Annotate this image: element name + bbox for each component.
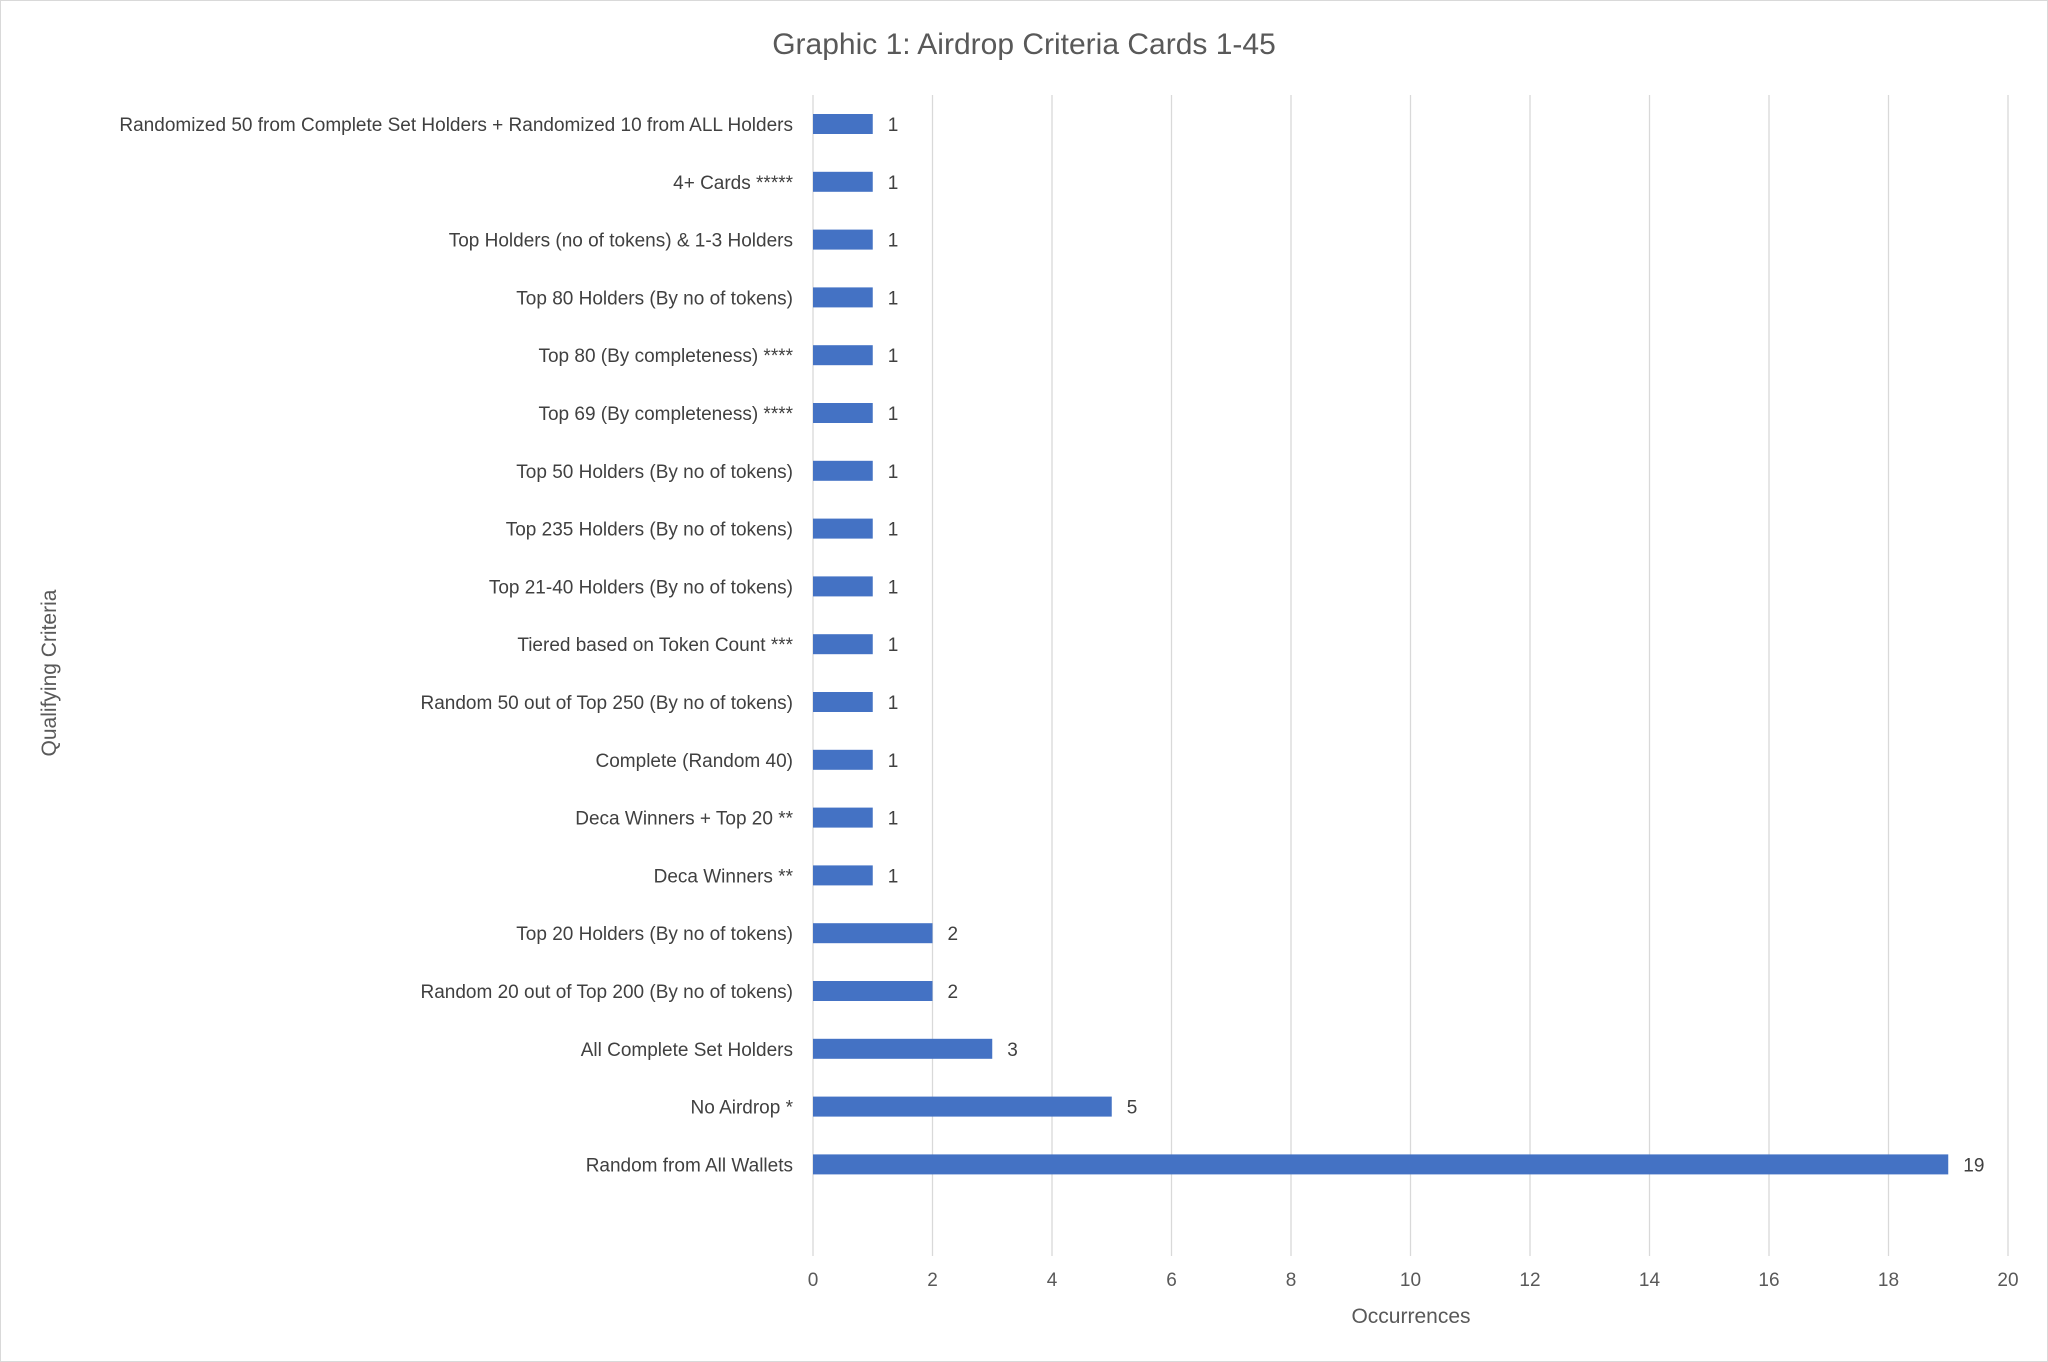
data-label: 1 [888,520,899,541]
data-label: 1 [888,751,899,772]
gridlines [812,95,2009,1256]
data-label: 1 [888,577,899,598]
category-label: Random 20 out of Top 200 (By no of token… [421,982,794,1003]
chart-title: Graphic 1: Airdrop Criteria Cards 1-45 [772,28,1276,61]
x-tick-label: 2 [927,1270,938,1291]
x-axis-title: Occurrences [1351,1305,1470,1328]
x-tick-label: 8 [1286,1270,1297,1291]
data-label: 1 [888,288,899,309]
category-label: All Complete Set Holders [581,1040,793,1061]
category-label: 4+ Cards ***** [673,173,793,194]
category-label: Random 50 out of Top 250 (By no of token… [421,693,794,714]
x-axis-ticks: 0 2 4 6 8 10 12 14 16 18 20 [808,1270,2019,1291]
category-label: Deca Winners + Top 20 ** [575,809,793,830]
bar [813,287,873,308]
data-label: 1 [888,404,899,425]
data-labels: 1 1 1 1 1 1 1 1 1 1 1 1 1 1 2 2 3 5 19 [888,115,1985,1176]
bar [813,865,873,886]
data-label: 1 [888,809,899,830]
category-label: Random from All Wallets [586,1155,793,1176]
data-label: 1 [888,173,899,194]
y-axis-title: Qualifying Criteria [38,589,61,756]
category-label: Top 50 Holders (By no of tokens) [516,462,793,483]
bar [813,460,873,481]
category-label: Top 20 Holders (By no of tokens) [516,924,793,945]
category-label: Top 80 Holders (By no of tokens) [516,288,793,309]
category-label: No Airdrop * [691,1098,794,1119]
category-label: Top 80 (By completeness) **** [538,346,793,367]
bar [813,692,873,712]
bar [813,981,933,1001]
bar [813,807,873,828]
category-label: Top 69 (By completeness) **** [538,404,793,425]
data-label: 2 [948,924,959,945]
category-label: Tiered based on Token Count *** [517,635,793,656]
bar [813,403,873,423]
x-tick-label: 6 [1166,1270,1177,1291]
x-tick-label: 12 [1519,1270,1540,1291]
category-label: Top 235 Holders (By no of tokens) [506,520,793,541]
bar [813,1154,1949,1175]
data-label: 3 [1007,1040,1018,1061]
category-label: Deca Winners ** [654,866,794,887]
x-tick-label: 18 [1878,1270,1899,1291]
bar [813,518,873,539]
x-tick-label: 20 [1997,1270,2018,1291]
data-label: 1 [888,231,899,252]
bar [813,114,873,134]
data-label: 1 [888,462,899,483]
category-label: Top 21-40 Holders (By no of tokens) [489,577,793,598]
x-tick-label: 16 [1758,1270,1779,1291]
bar [813,1096,1112,1117]
category-label: Complete (Random 40) [596,751,793,772]
x-tick-label: 10 [1400,1270,1421,1291]
bars [813,114,1949,1175]
x-tick-label: 14 [1639,1270,1661,1291]
category-labels: Randomized 50 from Complete Set Holders … [119,115,793,1176]
x-tick-label: 0 [808,1270,819,1291]
bar [813,345,873,366]
bar [813,1038,993,1059]
category-label: Randomized 50 from Complete Set Holders … [119,115,793,136]
data-label: 1 [888,866,899,887]
bar [813,576,873,597]
data-label: 1 [888,115,899,136]
data-label: 1 [888,693,899,714]
data-label: 2 [948,982,959,1003]
category-label: Top Holders (no of tokens) & 1-3 Holders [449,231,793,252]
data-label: 1 [888,635,899,656]
bar [813,171,873,192]
bar [813,229,873,250]
bar [813,749,873,770]
bar [813,634,873,655]
bar [813,923,933,944]
x-tick-label: 4 [1047,1270,1058,1291]
data-label: 5 [1127,1098,1138,1119]
data-label: 19 [1963,1155,1984,1176]
data-label: 1 [888,346,899,367]
